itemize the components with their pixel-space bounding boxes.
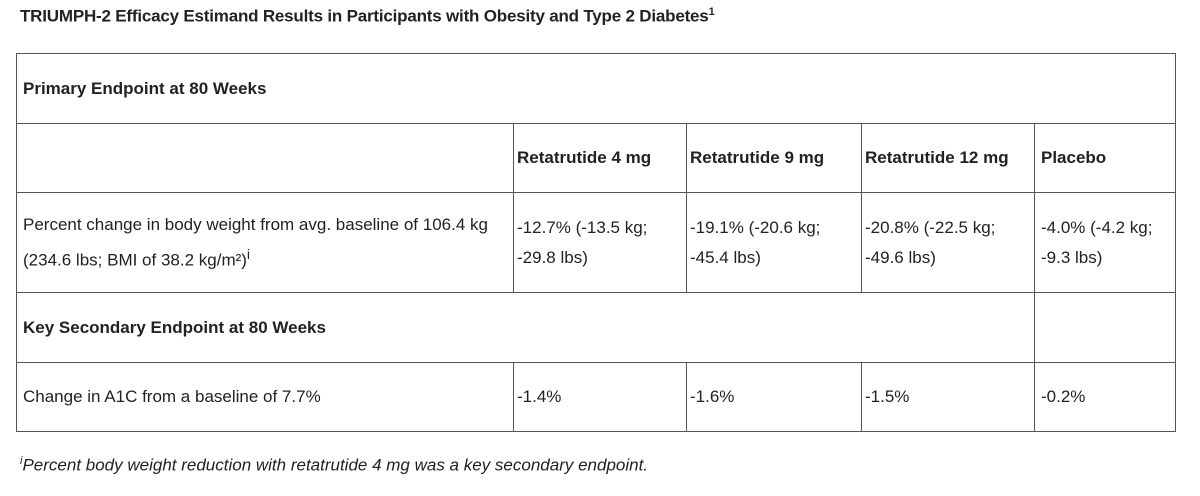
cell-weight-12mg: -20.8% (-22.5 kg; -49.6 lbs): [861, 192, 1035, 293]
cell-a1c-placebo: -0.2%: [1034, 362, 1176, 432]
cell-weight-4mg: -12.7% (-13.5 kg; -29.8 lbs): [513, 192, 687, 293]
empty-header-cell: [16, 123, 514, 193]
empty-secondary-cell: [1034, 292, 1176, 363]
footnote-marker: i: [20, 455, 23, 467]
table-row-a1c: Change in A1C from a baseline of 7.7% -1…: [16, 362, 1176, 432]
page-title: TRIUMPH-2 Efficacy Estimand Results in P…: [20, 6, 715, 27]
secondary-endpoint-header: Key Secondary Endpoint at 80 Weeks: [16, 292, 1035, 363]
table-row-body-weight: Percent change in body weight from avg. …: [16, 192, 1176, 293]
column-header-placebo: Placebo: [1034, 123, 1176, 193]
cell-a1c-4mg: -1.4%: [513, 362, 687, 432]
row-label-body-weight: Percent change in body weight from avg. …: [16, 192, 514, 293]
table-row-column-headers: Retatrutide 4 mg Retatrutide 9 mg Retatr…: [16, 123, 1176, 193]
efficacy-results-table: Primary Endpoint at 80 Weeks Retatrutide…: [16, 53, 1176, 432]
title-text: TRIUMPH-2 Efficacy Estimand Results in P…: [20, 6, 709, 26]
table-row-secondary-header: Key Secondary Endpoint at 80 Weeks: [16, 292, 1176, 363]
body-weight-footnote-marker: i: [246, 246, 251, 263]
column-header-retatrutide-12mg: Retatrutide 12 mg: [861, 123, 1035, 193]
footnote-text: Percent body weight reduction with retat…: [22, 455, 649, 475]
footnote: iPercent body weight reduction with reta…: [20, 455, 648, 476]
primary-endpoint-header: Primary Endpoint at 80 Weeks: [16, 53, 1176, 124]
cell-a1c-12mg: -1.5%: [861, 362, 1035, 432]
cell-weight-placebo: -4.0% (-4.2 kg; -9.3 lbs): [1034, 192, 1176, 293]
table-row-primary-header: Primary Endpoint at 80 Weeks: [16, 53, 1176, 124]
row-label-a1c: Change in A1C from a baseline of 7.7%: [16, 362, 514, 432]
column-header-retatrutide-4mg: Retatrutide 4 mg: [513, 123, 687, 193]
title-footnote-marker: 1: [708, 6, 715, 18]
column-header-retatrutide-9mg: Retatrutide 9 mg: [686, 123, 862, 193]
cell-a1c-9mg: -1.6%: [686, 362, 862, 432]
cell-weight-9mg: -19.1% (-20.6 kg; -45.4 lbs): [686, 192, 862, 293]
body-weight-label-text: Percent change in body weight from avg. …: [23, 214, 488, 270]
